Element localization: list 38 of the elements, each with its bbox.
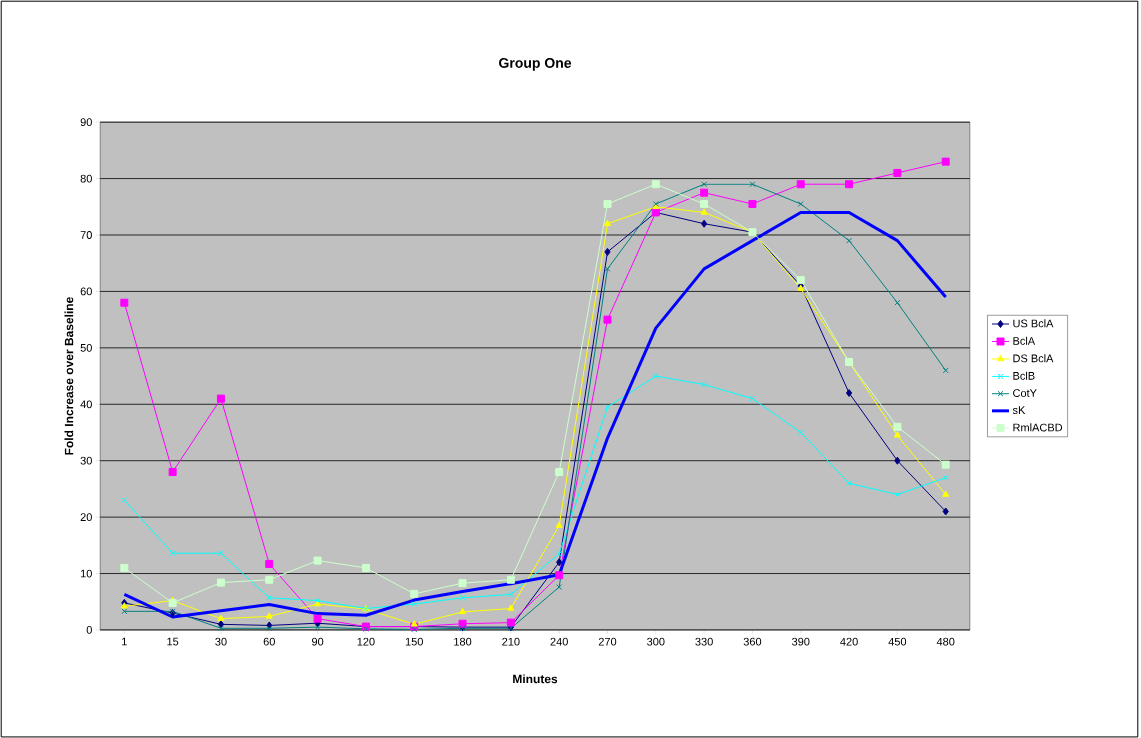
x-tick-label: 1: [122, 637, 127, 646]
x-tick-label: 360: [743, 637, 762, 646]
x-tick-label: 390: [792, 637, 810, 646]
y-tick-label: 70: [80, 231, 92, 239]
y-axis-title: Fold Increase over Baseline: [64, 297, 74, 455]
chart-title: Group One: [499, 57, 572, 71]
x-tick-label: 30: [215, 637, 227, 646]
x-tick-label: 210: [502, 637, 520, 646]
y-tick-label: 40: [80, 400, 92, 409]
x-tick-label: 420: [840, 637, 858, 646]
x-tick-label: 270: [598, 637, 617, 646]
x-tick-label: 90: [312, 637, 324, 646]
y-tick-label: 10: [80, 569, 92, 578]
legend-label: US BclA: [1013, 319, 1054, 328]
x-tick-label: 180: [454, 637, 472, 646]
legend-label: BclB: [1013, 371, 1035, 380]
y-tick-label: 50: [80, 343, 92, 352]
x-tick-label: 60: [263, 637, 275, 646]
x-tick-label: 120: [357, 637, 375, 646]
x-axis-title: Minutes: [513, 674, 558, 684]
legend-label: BclA: [1013, 336, 1036, 345]
legend-label: sK: [1012, 406, 1026, 414]
x-tick-label: 15: [167, 637, 179, 646]
legend-label: DS BclA: [1013, 354, 1054, 363]
y-tick-label: 0: [86, 626, 92, 634]
y-tick-label: 60: [80, 287, 92, 296]
x-tick-label: 480: [936, 637, 955, 646]
x-tick-label: 300: [647, 637, 665, 646]
legend-label: CotY: [1013, 389, 1037, 397]
y-tick-label: 90: [80, 118, 92, 126]
y-tick-label: 30: [80, 456, 92, 465]
y-tick-label: 80: [80, 174, 92, 183]
legend-label: RmlACBD: [1013, 423, 1063, 432]
x-tick-label: 450: [888, 637, 907, 646]
x-tick-label: 330: [695, 637, 713, 646]
y-tick-label: 20: [80, 513, 92, 521]
x-tick-label: 240: [550, 637, 568, 646]
x-tick-label: 150: [405, 637, 423, 646]
